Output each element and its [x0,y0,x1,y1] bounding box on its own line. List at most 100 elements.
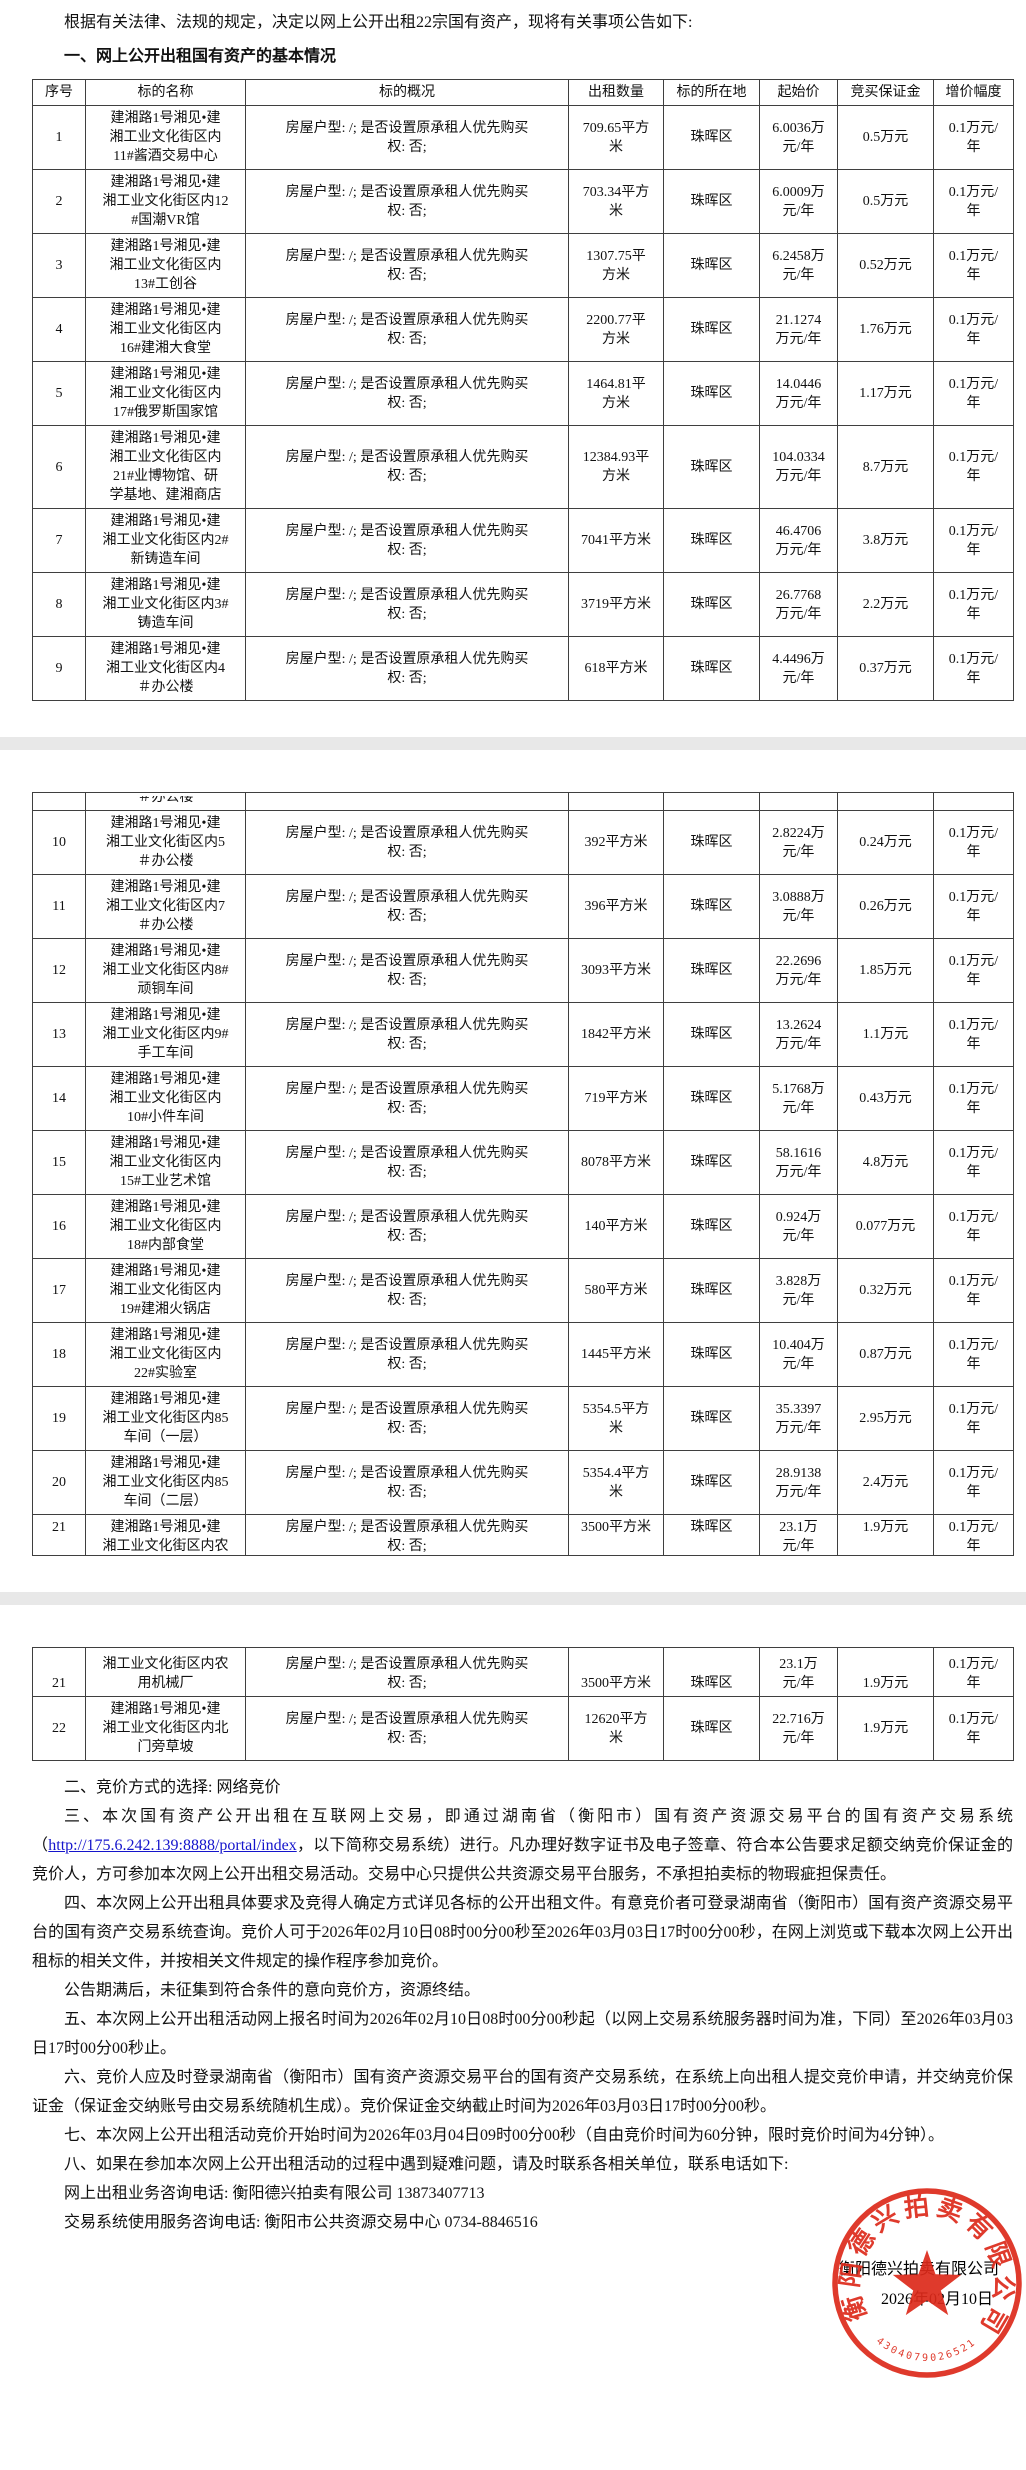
table-header-row: 序号 标的名称 标的概况 出租数量 标的所在地 起始价 竞买保证金 增价幅度 [32,79,1014,106]
cell-no: 6 [32,425,86,509]
cell-name: ＃办公楼 [85,792,246,811]
cell-price: 6.0009万 元/年 [759,169,838,234]
cell-no: 11 [32,874,86,939]
cell-district: 珠晖区 [663,1258,760,1323]
cell-deposit: 0.077万元 [837,1194,934,1259]
table-row: 8 建湘路1号湘见•建 湘工业文化街区内3# 铸造车间 房屋户型: /; 是否设置原… [32,572,1014,637]
cell-district: 珠晖区 [663,938,760,1003]
cell-increment: 0.1万元/ 年 [933,105,1014,170]
cell-district: 珠晖区 [663,1194,760,1259]
table-row: 20 建湘路1号湘见•建 湘工业文化街区内85 车间（二层） 房屋户型: /; 是否… [32,1450,1014,1515]
cell-name: 建湘路1号湘见•建 湘工业文化街区内 18#内部食堂 [85,1194,246,1259]
cell-price: 58.1616 万元/年 [759,1130,838,1195]
cell-name: 建湘路1号湘见•建 湘工业文化街区内北 门旁草坡 [85,1696,246,1761]
cell-district: 珠晖区 [663,169,760,234]
cell-qty: 5354.5平方 米 [568,1386,664,1451]
cell-qty: 392平方米 [568,810,664,875]
cell-increment: 0.1万元/ 年 [933,1258,1014,1323]
cell-price: 46.4706 万元/年 [759,508,838,573]
cell-price: 3.0888万 元/年 [759,874,838,939]
cell-name: 建湘路1号湘见•建 湘工业文化街区内7 ＃办公楼 [85,874,246,939]
cell-increment: 0.1万元/ 年 [933,1647,1014,1697]
cell-deposit: 0.5万元 [837,169,934,234]
cell-overview: 房屋户型: /; 是否设置原承租人优先购买 权: 否; [245,425,569,509]
cell-qty: 1842平方米 [568,1002,664,1067]
cell-overview: 房屋户型: /; 是否设置原承租人优先购买 权: 否; [245,1258,569,1323]
cell-qty: 618平方米 [568,636,664,701]
cell-no: 21 [32,1647,86,1697]
cell-overview: 房屋户型: /; 是否设置原承租人优先购买 权: 否; [245,938,569,1003]
cell-deposit: 1.76万元 [837,297,934,362]
column-header-0: 序号 [32,79,86,106]
cell-district: 珠晖区 [663,810,760,875]
cell-name: 建湘路1号湘见•建 湘工业文化街区内 11#酱酒交易中心 [85,105,246,170]
cell-name: 建湘路1号湘见•建 湘工业文化街区内农 用机械厂 [85,1514,246,1556]
cell-qty: 1307.75平 方米 [568,233,664,298]
table-row: 12 建湘路1号湘见•建 湘工业文化街区内8# 顽铜车间 房屋户型: /; 是否设置… [32,938,1014,1003]
contact-rental-phone: 网上出租业务咨询电话: 衡阳德兴拍卖有限公司 13873407713 [64,2185,485,2202]
table-row: ＃办公楼 [32,792,1014,811]
intro-paragraph: 根据有关法律、法规的规定，决定以网上公开出租22宗国有资产，现将有关事项公告如下… [64,14,693,31]
table-row: 15 建湘路1号湘见•建 湘工业文化街区内 15#工业艺术馆 房屋户型: /; 是否… [32,1130,1014,1195]
table-row: 17 建湘路1号湘见•建 湘工业文化街区内 19#建湘火锅店 房屋户型: /; 是否… [32,1258,1014,1323]
cell-deposit: 0.32万元 [837,1258,934,1323]
cell-increment: 0.1万元/ 年 [933,169,1014,234]
cell-no: 15 [32,1130,86,1195]
table-row: 19 建湘路1号湘见•建 湘工业文化街区内85 车间（一层） 房屋户型: /; 是否… [32,1386,1014,1451]
cell-price: 22.2696 万元/年 [759,938,838,1003]
cell-increment: 0.1万元/ 年 [933,1386,1014,1451]
page-top-margin [32,750,1013,792]
cell-district: 珠晖区 [663,1322,760,1387]
cell-name: 建湘路1号湘见•建 湘工业文化街区内农 用机械厂 [85,1647,246,1697]
cell-no: 20 [32,1450,86,1515]
page-bottom-margin [32,701,1013,737]
assets-table-page-1: 序号 标的名称 标的概况 出租数量 标的所在地 起始价 竞买保证金 增价幅度 1 建湘路1号湘见… [32,79,1014,701]
cell-name: 建湘路1号湘见•建 湘工业文化街区内4 ＃办公楼 [85,636,246,701]
cell-qty: 703.34平方 米 [568,169,664,234]
cell-price: 21.1274 万元/年 [759,297,838,362]
cell-name: 建湘路1号湘见•建 湘工业文化街区内 15#工业艺术馆 [85,1130,246,1195]
cell-qty: 3719平方米 [568,572,664,637]
section-6-paragraph: 六、竞价人应及时登录湖南省（衡阳市）国有资产资源交易平台的国有资产交易系统，在系… [32,2069,1013,2115]
cell-name: 建湘路1号湘见•建 湘工业文化街区内 17#俄罗斯国家馆 [85,361,246,426]
cell-price: 3.828万 元/年 [759,1258,838,1323]
cell-qty: 1445平方米 [568,1322,664,1387]
page-bottom-margin [32,1556,1013,1592]
cell-increment: 0.1万元/ 年 [933,1322,1014,1387]
section-1-heading: 一、网上公开出租国有资产的基本情况 [64,48,337,65]
cell-district: 珠晖区 [663,233,760,298]
table-row: 4 建湘路1号湘见•建 湘工业文化街区内 16#建湘大食堂 房屋户型: /; 是否设… [32,297,1014,362]
cell-deposit: 2.4万元 [837,1450,934,1515]
column-header-1: 标的名称 [85,79,246,106]
cell-district: 珠晖区 [663,572,760,637]
cell-qty: 709.65平方 米 [568,105,664,170]
column-header-7: 增价幅度 [933,79,1014,106]
table-row: 1 建湘路1号湘见•建 湘工业文化街区内 11#酱酒交易中心 房屋户型: /; 是否… [32,105,1014,170]
cell-qty: 140平方米 [568,1194,664,1259]
cell-no: 13 [32,1002,86,1067]
cell-increment: 0.1万元/ 年 [933,297,1014,362]
cell-overview: 房屋户型: /; 是否设置原承租人优先购买 权: 否; [245,572,569,637]
cell-district: 珠晖区 [663,361,760,426]
table-row: 22 建湘路1号湘见•建 湘工业文化街区内北 门旁草坡 房屋户型: /; 是否设置原… [32,1696,1014,1761]
section-5-paragraph: 五、本次网上公开出租活动网上报名时间为2026年02月10日08时00分00秒起… [32,2011,1013,2057]
cell-price: 14.0446 万元/年 [759,361,838,426]
cell-increment [933,792,1014,811]
signature-date: 2026年02月10日 [880,2291,993,2308]
cell-deposit: 4.8万元 [837,1130,934,1195]
cell-name: 建湘路1号湘见•建 湘工业文化街区内85 车间（一层） [85,1386,246,1451]
cell-deposit: 0.26万元 [837,874,934,939]
trading-system-link[interactable]: http://175.6.242.139:8888/portal/index [48,1837,297,1854]
cell-no: 8 [32,572,86,637]
cell-deposit: 1.9万元 [837,1647,934,1697]
cell-price: 6.2458万 元/年 [759,233,838,298]
cell-no: 4 [32,297,86,362]
cell-district: 珠晖区 [663,425,760,509]
cell-price: 10.404万 元/年 [759,1322,838,1387]
cell-price [759,792,838,811]
contact-system-phone: 交易系统使用服务咨询电话: 衡阳市公共资源交易中心 0734-8846516 [64,2214,538,2231]
cell-qty: 8078平方米 [568,1130,664,1195]
cell-deposit: 1.9万元 [837,1514,934,1556]
